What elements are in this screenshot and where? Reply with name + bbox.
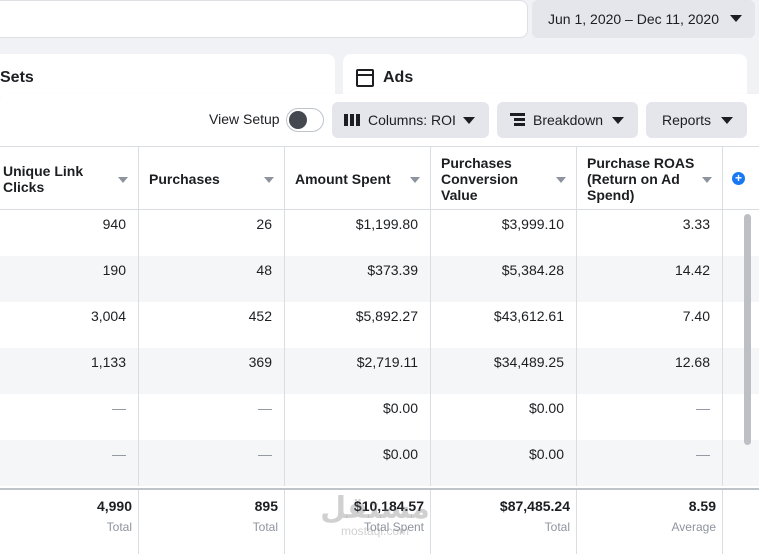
ads-table-panel: View Setup Columns: ROI Breakdown Report…: [0, 94, 759, 554]
total-value: 4,990: [96, 498, 132, 514]
cell-conversion-value: $43,612.61: [431, 302, 577, 348]
cell-conversion-value: $3,999.10: [431, 210, 577, 256]
chevron-down-icon: [730, 15, 742, 22]
cell-unique-link-clicks: 3,004: [0, 302, 139, 348]
column-header-conversion-value[interactable]: Purchases Conversion Value: [431, 147, 577, 210]
cell-amount-spent: $0.00: [285, 440, 431, 486]
table-row[interactable]: — — $0.00 $0.00 —: [0, 440, 759, 486]
view-setup-label: View Setup: [209, 111, 280, 127]
total-value: $10,184.57: [353, 498, 424, 514]
reports-button[interactable]: Reports: [646, 102, 747, 138]
total-purchases: 895 Total: [139, 490, 285, 554]
table-row[interactable]: 3,004 452 $5,892.27 $43,612.61 7.40: [0, 302, 759, 348]
cell-amount-spent: $373.39: [285, 256, 431, 302]
chevron-down-icon: [721, 117, 733, 124]
total-label: Average: [671, 520, 716, 534]
columns-button-label: Columns: ROI: [368, 112, 456, 128]
tab-ads-label: Ads: [383, 69, 414, 86]
plus-circle-icon[interactable]: +: [732, 172, 745, 185]
cell-conversion-value: $34,489.25: [431, 348, 577, 394]
total-conversion-value: $87,485.24 Total: [431, 490, 577, 554]
cell-amount-spent: $1,199.80: [285, 210, 431, 256]
sort-icon[interactable]: [410, 177, 420, 183]
table-row[interactable]: 1,133 369 $2,719.11 $34,489.25 12.68: [0, 348, 759, 394]
cell-purchases: 26: [139, 210, 285, 256]
cell-purchases: 369: [139, 348, 285, 394]
column-header-amount-spent[interactable]: Amount Spent: [285, 147, 431, 210]
search-field[interactable]: [0, 0, 528, 38]
total-amount-spent: $10,184.57 Total Spent: [285, 490, 431, 554]
columns-icon: [344, 114, 360, 126]
total-label: Total: [106, 520, 132, 534]
sort-icon[interactable]: [264, 177, 274, 183]
cell-amount-spent: $5,892.27: [285, 302, 431, 348]
date-range-button[interactable]: Jun 1, 2020 – Dec 11, 2020: [532, 0, 755, 38]
sort-icon[interactable]: [118, 177, 128, 183]
column-header-label: Purchases Conversion Value: [441, 154, 519, 203]
table-header: Unique Link Clicks Purchases Amount Spen…: [0, 146, 759, 210]
total-unique-link-clicks: 4,990 Total: [0, 490, 139, 554]
column-header-purchases[interactable]: Purchases: [139, 147, 285, 210]
reports-button-label: Reports: [662, 112, 712, 128]
column-header-purchase-roas[interactable]: Purchase ROAS (Return on Ad Spend): [577, 147, 723, 210]
table-toolbar: View Setup Columns: ROI Breakdown Report…: [0, 102, 759, 138]
cell-amount-spent: $0.00: [285, 394, 431, 440]
column-header-label: Purchase ROAS (Return on Ad Spend): [587, 154, 695, 203]
total-value: $87,485.24: [499, 498, 570, 514]
cell-purchases: 452: [139, 302, 285, 348]
tab-ad-sets-label: Sets: [0, 69, 34, 86]
cell-conversion-value: $0.00: [431, 394, 577, 440]
cell-unique-link-clicks: 190: [0, 256, 139, 302]
cell-unique-link-clicks: —: [0, 440, 139, 486]
cell-unique-link-clicks: 940: [0, 210, 139, 256]
cell-purchases: —: [139, 394, 285, 440]
column-header-label: Unique Link Clicks: [3, 162, 84, 195]
cell-purchases: —: [139, 440, 285, 486]
column-header-unique-link-clicks[interactable]: Unique Link Clicks: [0, 147, 139, 210]
breakdown-button-label: Breakdown: [533, 112, 604, 128]
ads-window-icon: [356, 69, 374, 87]
table-row[interactable]: 190 48 $373.39 $5,384.28 14.42: [0, 256, 759, 302]
table-row[interactable]: — — $0.00 $0.00 —: [0, 394, 759, 440]
cell-purchases: 48: [139, 256, 285, 302]
vertical-scrollbar[interactable]: [744, 214, 751, 445]
total-purchase-roas: 8.59 Average: [577, 490, 723, 554]
columns-button[interactable]: Columns: ROI: [332, 102, 489, 138]
toggle-knob: [289, 111, 307, 129]
cell-conversion-value: $5,384.28: [431, 256, 577, 302]
chevron-down-icon: [463, 117, 475, 124]
sort-icon[interactable]: [702, 177, 712, 183]
breakdown-icon: [510, 113, 525, 127]
date-range-label: Jun 1, 2020 – Dec 11, 2020: [548, 11, 719, 27]
total-value: 895: [254, 498, 278, 514]
cell-purchase-roas: —: [577, 394, 723, 440]
chevron-down-icon: [612, 117, 624, 124]
breakdown-button[interactable]: Breakdown: [497, 102, 638, 138]
cell-purchase-roas: 7.40: [577, 302, 723, 348]
total-value: 8.59: [688, 498, 716, 514]
total-label: Total: [544, 520, 570, 534]
view-setup-toggle[interactable]: [286, 108, 324, 132]
total-label: Total: [252, 520, 278, 534]
table-row[interactable]: 940 26 $1,199.80 $3,999.10 3.33: [0, 210, 759, 256]
cell-purchase-roas: 14.42: [577, 256, 723, 302]
column-header-label: Amount Spent: [295, 170, 391, 187]
cell-conversion-value: $0.00: [431, 440, 577, 486]
column-header-label: Purchases: [149, 170, 220, 187]
cell-purchase-roas: 12.68: [577, 348, 723, 394]
cell-purchase-roas: —: [577, 440, 723, 486]
total-label: Total Spent: [363, 520, 424, 534]
sort-icon[interactable]: [556, 177, 566, 183]
cell-unique-link-clicks: 1,133: [0, 348, 139, 394]
cell-unique-link-clicks: —: [0, 394, 139, 440]
cell-amount-spent: $2,719.11: [285, 348, 431, 394]
totals-row: 4,990 Total 895 Total $10,184.57 Total S…: [0, 488, 759, 554]
cell-purchase-roas: 3.33: [577, 210, 723, 256]
